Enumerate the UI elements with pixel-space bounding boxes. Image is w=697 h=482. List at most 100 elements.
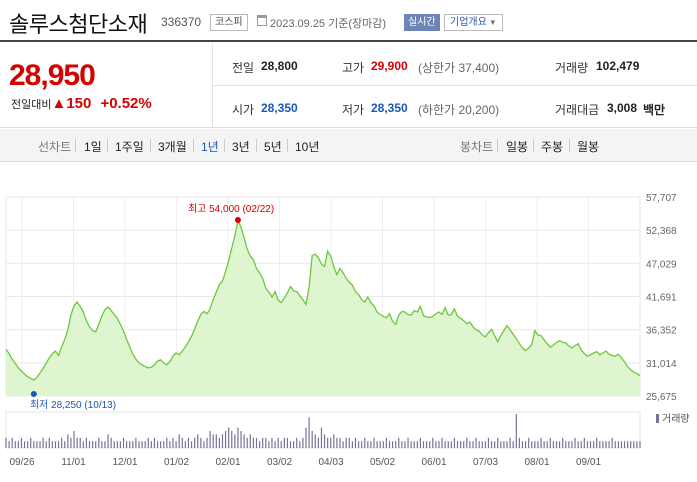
volume-bar xyxy=(27,441,29,448)
volume-bar xyxy=(82,441,84,448)
volume-bar xyxy=(475,437,477,448)
volume-bar xyxy=(129,441,131,448)
price-area xyxy=(6,220,640,396)
volume-bar xyxy=(463,441,465,448)
volume-bar xyxy=(317,437,319,448)
volume-bar xyxy=(302,437,304,448)
volume-bar xyxy=(215,434,217,448)
volume-bar xyxy=(33,441,35,448)
open-value: 28,350 xyxy=(261,101,298,115)
period-tab-5y[interactable]: 5년 xyxy=(264,140,282,154)
high-value: 29,900 xyxy=(371,59,408,73)
volume-bar xyxy=(228,427,230,448)
amount-unit: 백만 xyxy=(643,103,666,117)
candle-tab-weekly[interactable]: 주봉 xyxy=(541,140,564,154)
volume-bar xyxy=(351,441,353,448)
volume-bar xyxy=(577,441,579,448)
volume-bar xyxy=(568,441,570,448)
volume-bar xyxy=(45,441,47,448)
line-chart-label: 선차트 xyxy=(38,140,72,154)
volume-bar xyxy=(348,437,350,448)
volume-bar xyxy=(116,441,118,448)
period-tab-3m[interactable]: 3개월 xyxy=(158,140,187,154)
volume-bar xyxy=(333,434,335,448)
volume-bar xyxy=(172,437,174,448)
divider xyxy=(533,139,534,152)
volume-bar xyxy=(500,441,502,448)
volume-bar xyxy=(376,441,378,448)
volume-bar xyxy=(327,437,329,448)
current-price: 28,950 xyxy=(9,59,96,92)
volume-bar xyxy=(330,437,332,448)
candle-tab-monthly[interactable]: 월봉 xyxy=(577,140,600,154)
volume-bar xyxy=(497,437,499,448)
volume-bar xyxy=(150,441,152,448)
volume-bar xyxy=(255,437,258,448)
period-tab-1d[interactable]: 1일 xyxy=(84,140,102,154)
realtime-button[interactable]: 실시간 xyxy=(404,14,440,31)
volume-bar xyxy=(385,437,387,448)
volume-bar xyxy=(113,441,115,448)
price-change: 전일대비▲150 +0.52% xyxy=(11,95,152,112)
stock-name[interactable]: 솔루스첨단소재 xyxy=(9,12,148,37)
volume-bar xyxy=(271,437,273,448)
volume-bar xyxy=(323,434,326,448)
volume-bar xyxy=(289,441,292,448)
price-line xyxy=(5,217,641,381)
x-tick-label: 09/01 xyxy=(576,457,601,468)
volume-bar xyxy=(357,441,360,448)
volume-bar xyxy=(602,441,604,448)
divider xyxy=(193,139,194,152)
max-label: 최고 54,000 (02/22) xyxy=(188,203,274,215)
volume-bar xyxy=(543,441,545,448)
volume-bar xyxy=(61,437,63,448)
volume-bar xyxy=(67,434,69,448)
volume-bar xyxy=(190,441,193,448)
volume-bar xyxy=(435,441,437,448)
volume-bar xyxy=(156,441,159,448)
volume-bar xyxy=(388,441,391,448)
volume-bar xyxy=(639,441,641,448)
volume-legend-label: 거래량 xyxy=(662,413,690,425)
volume-bar xyxy=(345,437,347,448)
volume-bar xyxy=(589,441,592,448)
volume-bar xyxy=(212,434,214,448)
volume-bar xyxy=(209,431,211,448)
volume-bar xyxy=(200,437,202,448)
volume-bar xyxy=(122,437,125,448)
volume-bar xyxy=(623,441,626,448)
volume-bar xyxy=(181,437,183,448)
volume-bar xyxy=(617,441,619,448)
period-tab-10y[interactable]: 10년 xyxy=(295,140,320,154)
price-summary: 28,950 전일대비▲150 +0.52% 전일 28,800 고가 29,9… xyxy=(0,43,697,128)
volume-bar xyxy=(107,434,109,448)
volume-bar xyxy=(506,441,508,448)
volume-label: 거래량 xyxy=(555,61,589,75)
volume-bar xyxy=(314,434,316,448)
volume-bar xyxy=(633,441,635,448)
volume-bar xyxy=(426,441,428,448)
volume-bar xyxy=(432,437,434,448)
period-tab-3y[interactable]: 3년 xyxy=(232,140,250,154)
volume-bar xyxy=(141,441,143,448)
volume-bar xyxy=(627,441,629,448)
upper-limit: (상한가 37,400) xyxy=(418,61,500,75)
volume-bar xyxy=(401,441,403,448)
volume-bar xyxy=(76,437,78,448)
chart-tabs: 선차트 1일 1주일 3개월 1년 3년 5년 10년 봉차트 일봉 주봉 월봉 xyxy=(0,129,697,162)
y-tick-label: 25,675 xyxy=(646,392,677,403)
volume-bar xyxy=(509,437,511,448)
company-info-dropdown[interactable]: 기업개요 ▼ xyxy=(444,14,503,31)
x-tick-label: 07/03 xyxy=(473,457,498,468)
volume-bar xyxy=(184,441,186,448)
x-tick-label: 01/02 xyxy=(164,457,189,468)
period-tab-1y[interactable]: 1년 xyxy=(201,140,219,154)
volume-bar xyxy=(342,441,344,448)
volume-bar xyxy=(364,437,366,448)
x-tick-label: 09/26 xyxy=(9,457,34,468)
y-tick-label: 47,029 xyxy=(646,259,677,270)
period-tab-1w[interactable]: 1주일 xyxy=(115,140,144,154)
candle-tab-daily[interactable]: 일봉 xyxy=(506,140,529,154)
